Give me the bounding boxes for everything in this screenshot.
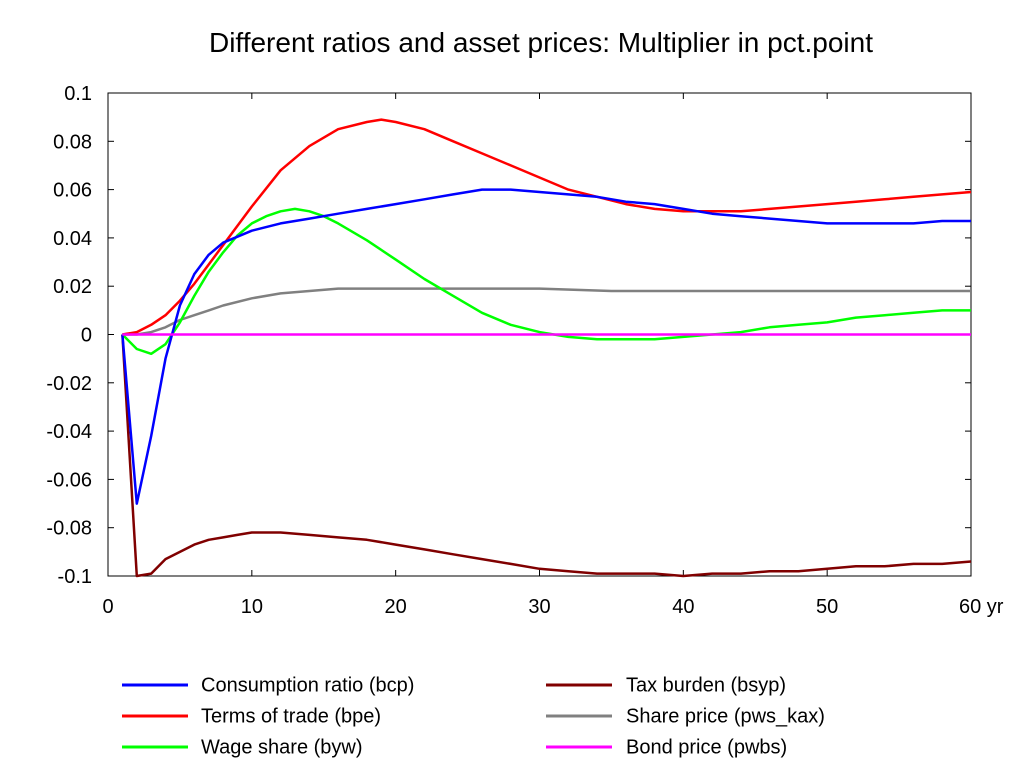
legend: Consumption ratio (bcp) Terms of trade (b… — [122, 674, 825, 758]
y-tick-label: -0.08 — [46, 518, 92, 540]
x-tick-label: 0 — [102, 596, 113, 618]
y-tick-label: 0.02 — [53, 276, 92, 298]
y-tick-label: 0 — [81, 325, 92, 347]
series-line-tax-burden — [121, 334, 972, 578]
y-tick-label: -0.02 — [46, 373, 92, 395]
y-tick-label: -0.06 — [46, 469, 92, 491]
legend-label-terms-of-trade: Terms of trade (bpe) — [201, 705, 381, 727]
x-tick-label: 20 — [385, 596, 407, 618]
series-layer — [121, 118, 972, 578]
y-tick-label: 0.06 — [53, 180, 92, 202]
series-line-terms-of-trade — [122, 118, 972, 336]
x-tick-label: 30 — [528, 596, 550, 618]
y-axis: -0.1 -0.08 -0.06 -0.04 -0.02 0 0.02 0.04 0.06 0.0… — [46, 83, 971, 588]
y-tick-label: -0.1 — [58, 566, 92, 588]
y-tick-label: 0.08 — [53, 131, 92, 153]
x-tick-label: 40 — [672, 596, 694, 618]
x-tick-label: 60 yr — [959, 596, 1004, 618]
legend-label-tax-burden: Tax burden (bsyp) — [626, 674, 786, 696]
y-tick-label: -0.04 — [46, 421, 92, 443]
legend-label-consumption-ratio: Consumption ratio (bcp) — [201, 674, 414, 696]
series-line-share-price — [122, 287, 971, 336]
y-tick-label: 0.1 — [64, 83, 92, 105]
legend-label-bond-price: Bond price (pwbs) — [626, 736, 787, 758]
series-line-consumption-ratio — [121, 188, 971, 505]
y-tick-label: 0.04 — [53, 228, 92, 250]
chart-title: Different ratios and asset prices: Multi… — [209, 27, 873, 58]
legend-label-share-price: Share price (pws_kax) — [626, 705, 825, 727]
x-axis: 0 10 20 30 40 50 60 yr — [102, 93, 1004, 618]
x-tick-label: 50 — [816, 596, 838, 618]
legend-label-wage-share: Wage share (byw) — [201, 736, 363, 758]
series-line-wage-share — [121, 207, 971, 356]
x-tick-label: 10 — [241, 596, 263, 618]
